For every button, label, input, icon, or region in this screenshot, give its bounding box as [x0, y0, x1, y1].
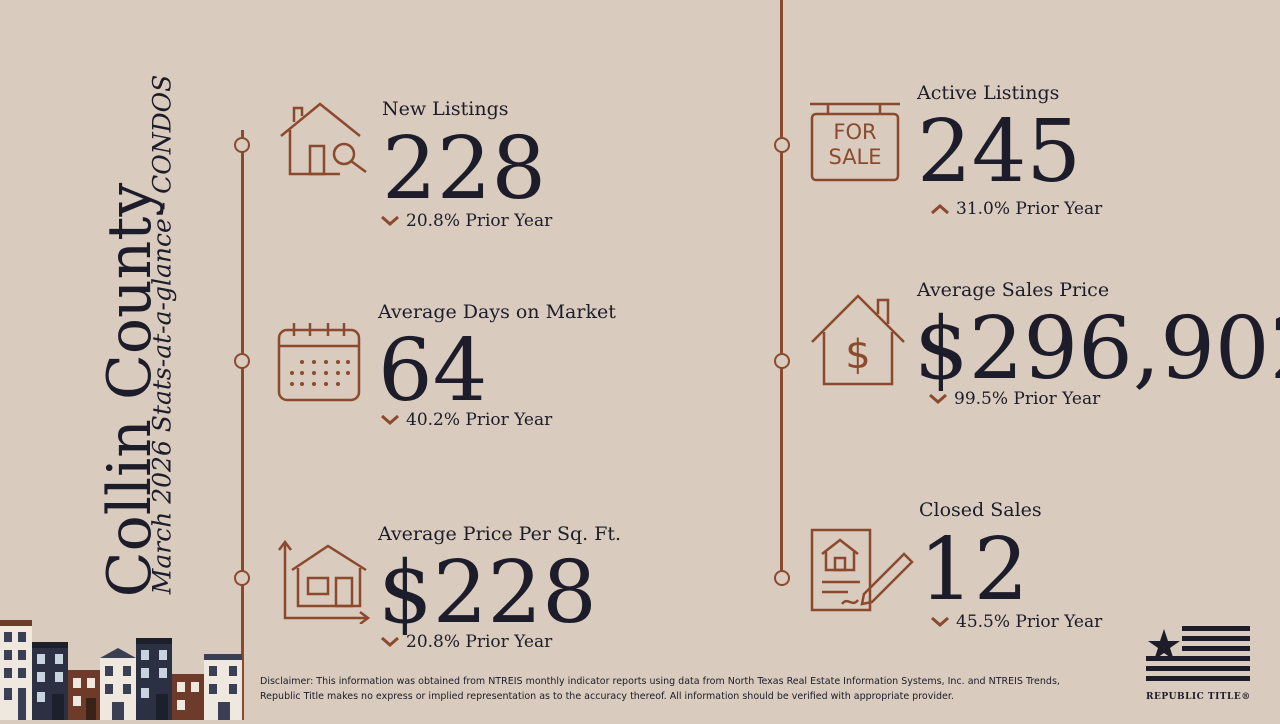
avg-sales-price-label: Average Sales Price: [917, 279, 1110, 301]
right-timeline-line: [780, 0, 783, 580]
svg-text:$: $: [845, 332, 870, 378]
house-search-icon: [276, 100, 371, 182]
chevron-down-icon: [930, 616, 950, 628]
flag-logo-icon: [1146, 626, 1250, 681]
sign-text-line1: FOR: [833, 120, 877, 144]
avg-ppsf-value: $228: [378, 543, 597, 643]
house-dollar-icon: $: [808, 292, 908, 392]
avg-ppsf-change: 20.8% Prior Year: [380, 632, 552, 652]
for-sale-sign-icon: FOR SALE: [808, 100, 902, 184]
chevron-down-icon: [928, 393, 948, 405]
avg-days-value: 64: [378, 321, 488, 421]
timeline-dot: [774, 570, 790, 586]
avg-sales-price-value: $296,902: [914, 299, 1280, 399]
sign-text-line2: SALE: [828, 145, 882, 169]
logo-text: REPUBLIC TITLE®: [1146, 692, 1251, 702]
disclaimer-text: Disclaimer: This information was obtaine…: [260, 676, 1060, 702]
avg-days-change: 40.2% Prior Year: [380, 410, 552, 430]
timeline-dot: [774, 353, 790, 369]
chevron-down-icon: [380, 215, 400, 227]
chevron-up-icon: [930, 203, 950, 215]
republic-title-logo: REPUBLIC TITLE®: [1146, 626, 1252, 702]
timeline-dot: [234, 570, 250, 586]
closed-sales-value: 12: [919, 520, 1029, 620]
townhouses-illustration: [0, 618, 244, 724]
timeline-dot: [234, 353, 250, 369]
closed-sales-change: 45.5% Prior Year: [930, 612, 1102, 632]
contract-sign-icon: [808, 526, 916, 618]
avg-sales-price-change: 99.5% Prior Year: [928, 389, 1100, 409]
subtitle: March 2026 Stats-at-a-glance - CONDOS: [147, 74, 177, 595]
title-block: Collin County March 2026 Stats-at-a-glan…: [40, 0, 200, 720]
active-listings-value: 245: [917, 102, 1082, 202]
avg-days-label: Average Days on Market: [378, 301, 616, 323]
timeline-dot: [774, 137, 790, 153]
avg-ppsf-label: Average Price Per Sq. Ft.: [378, 523, 622, 545]
closed-sales-label: Closed Sales: [919, 499, 1042, 521]
chevron-down-icon: [380, 414, 400, 426]
calendar-icon: [276, 320, 362, 408]
new-listings-change: 20.8% Prior Year: [380, 211, 552, 231]
timeline-dot: [234, 137, 250, 153]
house-size-icon: [276, 539, 372, 628]
new-listings-label: New Listings: [382, 98, 509, 120]
active-listings-label: Active Listings: [917, 82, 1060, 104]
chevron-down-icon: [380, 636, 400, 648]
left-timeline-line: [241, 130, 244, 720]
active-listings-change: 31.0% Prior Year: [930, 199, 1102, 219]
new-listings-value: 228: [382, 119, 547, 219]
